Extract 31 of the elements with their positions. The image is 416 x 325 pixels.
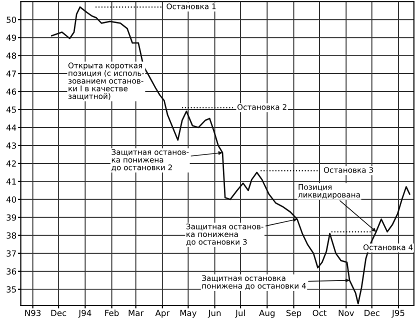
y-tick-label: 41 <box>6 178 16 185</box>
y-tick-label: 46 <box>6 88 16 95</box>
x-tick-label: Dec <box>364 310 380 316</box>
y-tick-label: 40 <box>6 196 16 203</box>
x-tick-label: Apr <box>155 310 170 318</box>
x-tick-label: May <box>180 310 197 318</box>
x-tick-label: Nov <box>338 310 354 316</box>
x-tick-label: N93 <box>25 310 41 316</box>
y-tick-label: 37 <box>6 250 16 257</box>
x-tick-label: Mar <box>128 310 144 316</box>
y-tick-label: 50 <box>6 16 16 23</box>
x-tick-label: Jul <box>235 310 245 318</box>
x-tick-label: Dec <box>51 310 66 316</box>
y-tick-label: 43 <box>6 142 16 149</box>
x-tick-label: Feb <box>105 310 119 316</box>
y-tick-label: 38 <box>6 232 16 239</box>
y-tick-label: 35 <box>6 286 16 293</box>
x-tick-label: Oct <box>312 310 327 316</box>
y-tick-label: 48 <box>6 52 16 59</box>
x-tick-label: J95 <box>392 310 404 318</box>
y-tick-label: 45 <box>6 106 16 113</box>
x-tick-label: Jun <box>208 310 221 318</box>
x-tick-label: Sep <box>286 310 302 318</box>
x-tick-label: Aug <box>259 310 275 318</box>
x-tick-label: J94 <box>78 310 92 318</box>
y-tick-label: 36 <box>6 268 16 275</box>
y-tick-label: 49 <box>6 34 16 41</box>
y-tick-label: 39 <box>6 214 16 221</box>
y-tick-label: 42 <box>6 160 16 167</box>
y-tick-label: 47 <box>6 70 16 77</box>
y-tick-label: 44 <box>6 124 16 131</box>
